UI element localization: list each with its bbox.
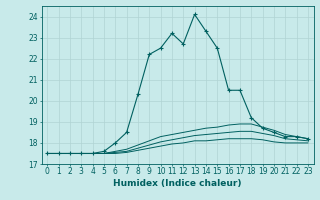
X-axis label: Humidex (Indice chaleur): Humidex (Indice chaleur)	[113, 179, 242, 188]
